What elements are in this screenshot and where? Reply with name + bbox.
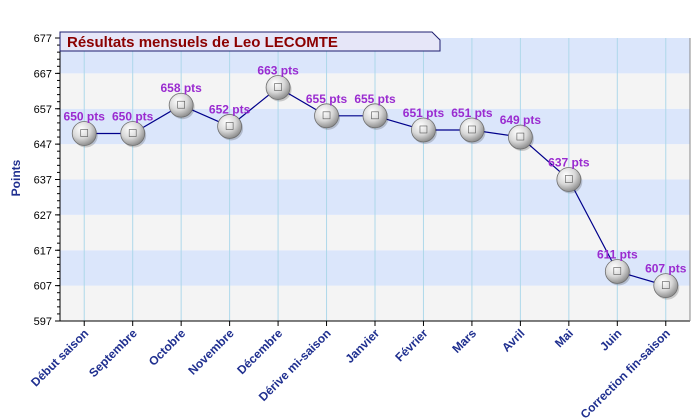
data-label: 611 pts [597, 247, 638, 261]
data-label: 658 pts [160, 81, 202, 95]
data-point [411, 117, 437, 144]
x-tick-label: Février [392, 326, 430, 364]
y-tick-label: 607 [34, 281, 52, 293]
x-tick-label: Janvier [343, 326, 383, 366]
y-tick-label: 627 [34, 210, 52, 222]
y-tick-label: 597 [34, 316, 52, 328]
data-point [314, 103, 341, 130]
data-label: 649 pts [500, 113, 542, 127]
grid-lines [83, 38, 667, 321]
data-point [168, 92, 195, 120]
y-tick-label: 657 [34, 104, 52, 116]
x-tick-label: Début saison [28, 326, 91, 389]
data-point [120, 121, 147, 148]
data-label: 655 pts [306, 92, 348, 106]
x-tick-label: Mars [449, 326, 479, 356]
data-label: 663 pts [257, 64, 299, 78]
data-label: 637 pts [548, 156, 590, 170]
x-tick-label: Avril [499, 326, 527, 354]
data-label: 652 pts [209, 102, 251, 116]
data-label: 650 pts [112, 110, 154, 124]
x-tick-label: Décembre [234, 326, 285, 377]
data-label: 651 pts [451, 106, 493, 120]
x-tick-label: Novembre [185, 326, 237, 378]
title-box: Résultats mensuels de Leo LECOMTE [59, 31, 441, 52]
y-tick-label: 667 [34, 68, 52, 80]
y-tick-label: 637 [34, 175, 52, 187]
y-axis-label: Points [9, 159, 23, 196]
data-point [362, 103, 389, 130]
data-label: 655 pts [354, 92, 396, 106]
data-points [71, 75, 680, 300]
data-label: 650 pts [64, 110, 106, 124]
data-point [217, 114, 244, 141]
data-point [507, 124, 534, 152]
y-tick-label: 617 [34, 245, 52, 257]
x-tick-label: Correction fin-saison [578, 326, 673, 420]
data-label: 607 pts [645, 262, 687, 276]
data-point [265, 75, 292, 102]
x-tick-label: Septembre [86, 326, 140, 380]
x-tick-label: Mai [552, 326, 576, 350]
data-point [653, 273, 680, 300]
data-labels: 650 pts 650 pts 658 pts 652 pts 663 pts 655 p… [64, 64, 687, 276]
data-point [459, 117, 486, 144]
y-tick-label: 677 [34, 33, 52, 45]
chart-title: Résultats mensuels de Leo LECOMTE [67, 34, 338, 51]
data-point [604, 259, 631, 286]
data-label: 651 pts [403, 106, 445, 120]
data-point [556, 167, 583, 194]
y-axis-ticks: 597 607 617 627 637 647 657 667 677 [34, 33, 60, 328]
x-tick-label: Octobre [146, 326, 189, 369]
data-point [71, 121, 98, 148]
x-tick-label: Juin [597, 326, 624, 353]
y-tick-label: 647 [34, 139, 52, 151]
